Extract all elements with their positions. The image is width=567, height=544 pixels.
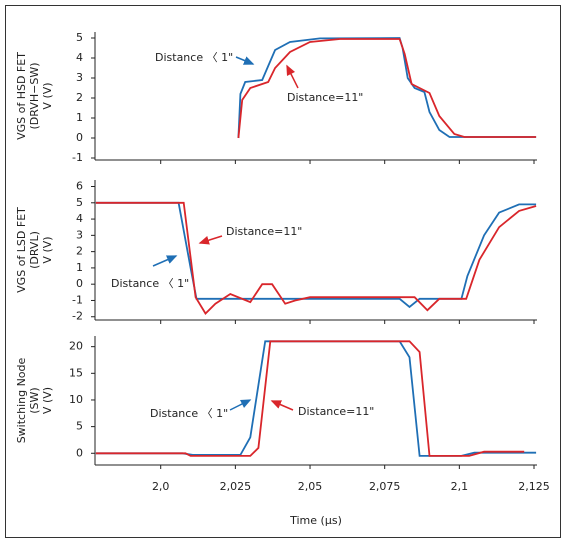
frame bbox=[5, 5, 561, 538]
series-line bbox=[237, 37, 537, 139]
y-tick-label: 5 bbox=[76, 31, 83, 44]
y-tick-label: -2 bbox=[72, 310, 83, 323]
series-line bbox=[237, 38, 537, 139]
annotation-arrow bbox=[152, 255, 178, 267]
y-axis-label: VGS of HSD FET bbox=[15, 52, 28, 140]
y-axis-label: Switching Node bbox=[15, 357, 28, 443]
series-line bbox=[95, 340, 525, 457]
annotation: Distance 〈 1" bbox=[111, 277, 189, 290]
y-tick-label: 4 bbox=[76, 51, 83, 64]
annotation-arrow bbox=[286, 64, 299, 89]
y-tick-label: 0 bbox=[76, 446, 83, 459]
series-line bbox=[95, 201, 537, 315]
y-tick-label: 2 bbox=[76, 245, 83, 258]
y-axis-label: V (V) bbox=[41, 236, 54, 263]
annotation-arrow bbox=[198, 235, 223, 245]
series-line bbox=[95, 340, 537, 457]
y-tick-label: 6 bbox=[76, 180, 83, 193]
annotation-arrow bbox=[235, 56, 255, 65]
y-tick-label: 4 bbox=[76, 212, 83, 225]
y-axis-label: (SW) bbox=[28, 387, 41, 413]
y-tick-label: 2 bbox=[76, 91, 83, 104]
x-axis-label: Time (μs) bbox=[289, 514, 342, 527]
y-axis-label: (DRVL) bbox=[28, 231, 41, 269]
annotation: Distance 〈 1" bbox=[150, 407, 228, 420]
x-tick-label: 2,025 bbox=[220, 480, 252, 493]
annotation: Distance 〈 1" bbox=[155, 51, 233, 64]
annotation: Distance=11" bbox=[298, 405, 374, 418]
y-tick-label: 20 bbox=[69, 340, 83, 353]
x-tick-label: 2,1 bbox=[451, 480, 469, 493]
y-tick-label: 0 bbox=[76, 277, 83, 290]
y-tick-label: -1 bbox=[72, 151, 83, 164]
y-axis-label: V (V) bbox=[41, 387, 54, 414]
y-tick-label: 0 bbox=[76, 131, 83, 144]
y-axis-label: VGS of LSD FET bbox=[15, 207, 28, 293]
y-tick-label: 10 bbox=[69, 393, 83, 406]
annotation: Distance=11" bbox=[226, 225, 302, 238]
annotation: Distance=11" bbox=[287, 91, 363, 104]
y-tick-label: 5 bbox=[76, 420, 83, 433]
y-axis-label: (DRVH−SW) bbox=[28, 63, 41, 130]
y-axis-label: V (V) bbox=[41, 82, 54, 109]
y-tick-label: 1 bbox=[76, 261, 83, 274]
y-tick-label: 5 bbox=[76, 196, 83, 209]
y-tick-label: -1 bbox=[72, 293, 83, 306]
x-tick-label: 2,0 bbox=[152, 480, 170, 493]
y-tick-label: 1 bbox=[76, 111, 83, 124]
x-tick-label: 2,05 bbox=[298, 480, 323, 493]
annotation-arrow bbox=[270, 400, 294, 411]
y-tick-label: 3 bbox=[76, 71, 83, 84]
series-line bbox=[95, 201, 537, 309]
x-tick-label: 2,125 bbox=[518, 480, 550, 493]
x-tick-label: 2,075 bbox=[369, 480, 401, 493]
annotation-arrow bbox=[229, 399, 252, 411]
y-tick-label: 15 bbox=[69, 366, 83, 379]
y-tick-label: 3 bbox=[76, 228, 83, 241]
